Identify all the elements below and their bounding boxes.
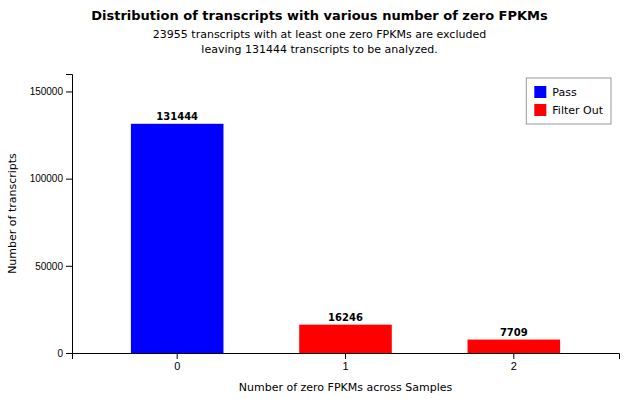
y-tick-mark — [66, 91, 72, 92]
x-tick-label: 0 — [174, 360, 180, 372]
bar — [131, 124, 224, 353]
y-axis: 0 50000 100000 150000 — [30, 75, 73, 359]
legend-swatch — [534, 86, 546, 98]
y-tick-mark — [66, 353, 72, 354]
data-label: 131444 — [156, 111, 198, 122]
y-axis-title: Number of transcripts — [6, 153, 19, 274]
x-tick-label: 2 — [511, 360, 517, 372]
legend: Pass Filter Out — [526, 78, 611, 124]
chart: Distribution of transcripts with various… — [0, 0, 639, 399]
y-tick-label: 100000 — [30, 173, 64, 184]
bar — [299, 325, 392, 353]
y-axis-line — [66, 75, 73, 354]
data-label: 16246 — [328, 312, 363, 323]
x-axis: 0 1 2 — [73, 353, 620, 372]
title: Distribution of transcripts with various… — [91, 8, 548, 23]
bars — [131, 124, 560, 353]
x-tick: 0 — [174, 353, 180, 372]
legend-label: Pass — [552, 86, 577, 99]
y-tick-label: 150000 — [30, 86, 64, 97]
legend-label: Filter Out — [552, 104, 603, 117]
y-tick-label: 0 — [57, 348, 63, 359]
x-tick-mark — [177, 353, 178, 359]
x-tick-mark — [345, 353, 346, 359]
subtitle: leaving 131444 transcripts to be analyze… — [201, 43, 437, 56]
x-tick-mark — [513, 353, 514, 359]
legend-frame — [526, 78, 611, 124]
x-tick-label: 1 — [342, 360, 348, 372]
y-tick-label: 50000 — [35, 261, 63, 272]
legend-swatch — [534, 104, 546, 116]
bar — [468, 340, 561, 353]
subtitle: 23955 transcripts with at least one zero… — [153, 28, 486, 41]
plot-area: 131444 16246 7709 0 1 2 0 50000 100000 150000 Pass… — [30, 75, 620, 372]
y-tick: 0 — [57, 348, 72, 359]
x-tick: 2 — [511, 353, 517, 372]
y-tick: 50000 — [35, 261, 72, 272]
x-tick: 1 — [342, 353, 348, 372]
x-axis-title: Number of zero FPKMs across Samples — [239, 381, 453, 394]
y-tick-mark — [66, 266, 72, 267]
y-tick: 100000 — [30, 173, 72, 184]
y-tick: 150000 — [30, 86, 72, 97]
x-axis-line — [73, 354, 620, 360]
y-tick-mark — [66, 179, 72, 180]
data-label: 7709 — [500, 327, 528, 338]
data-labels: 131444 16246 7709 — [156, 111, 527, 338]
